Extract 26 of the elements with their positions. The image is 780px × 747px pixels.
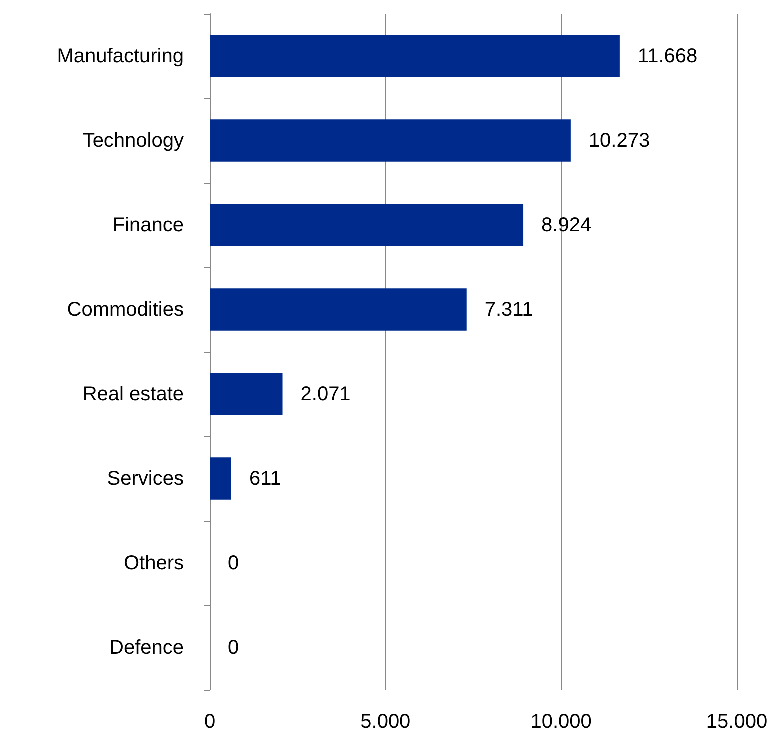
bar bbox=[210, 120, 571, 162]
data-label: 8.924 bbox=[542, 214, 592, 236]
x-tick-label: 15.000 bbox=[706, 711, 768, 733]
y-tick-label: Defence bbox=[110, 636, 184, 659]
y-tick-label: Technology bbox=[82, 130, 184, 152]
y-tick-label: Others bbox=[124, 552, 184, 574]
y-tick-label: Real estate bbox=[82, 383, 184, 406]
y-tick-label: Services bbox=[107, 468, 184, 490]
x-tick-label: 5.000 bbox=[360, 711, 411, 733]
data-label: 2.071 bbox=[300, 383, 351, 406]
bar bbox=[210, 458, 232, 500]
bar bbox=[210, 288, 467, 331]
y-tick-label: Commodities bbox=[67, 298, 184, 321]
data-label: 0 bbox=[228, 552, 240, 574]
x-tick-label: 10.000 bbox=[530, 711, 592, 733]
x-tick-label: 0 bbox=[204, 711, 216, 733]
bar bbox=[210, 35, 620, 78]
data-label: 7.311 bbox=[484, 298, 534, 321]
y-tick-label: Manufacturing bbox=[57, 45, 184, 68]
bar bbox=[210, 204, 524, 246]
bar bbox=[210, 373, 283, 416]
data-label: 0 bbox=[228, 636, 240, 659]
data-label: 11.668 bbox=[638, 45, 698, 68]
data-label: 611 bbox=[249, 468, 282, 490]
data-label: 10.273 bbox=[588, 130, 650, 152]
y-tick-label: Finance bbox=[112, 214, 184, 236]
